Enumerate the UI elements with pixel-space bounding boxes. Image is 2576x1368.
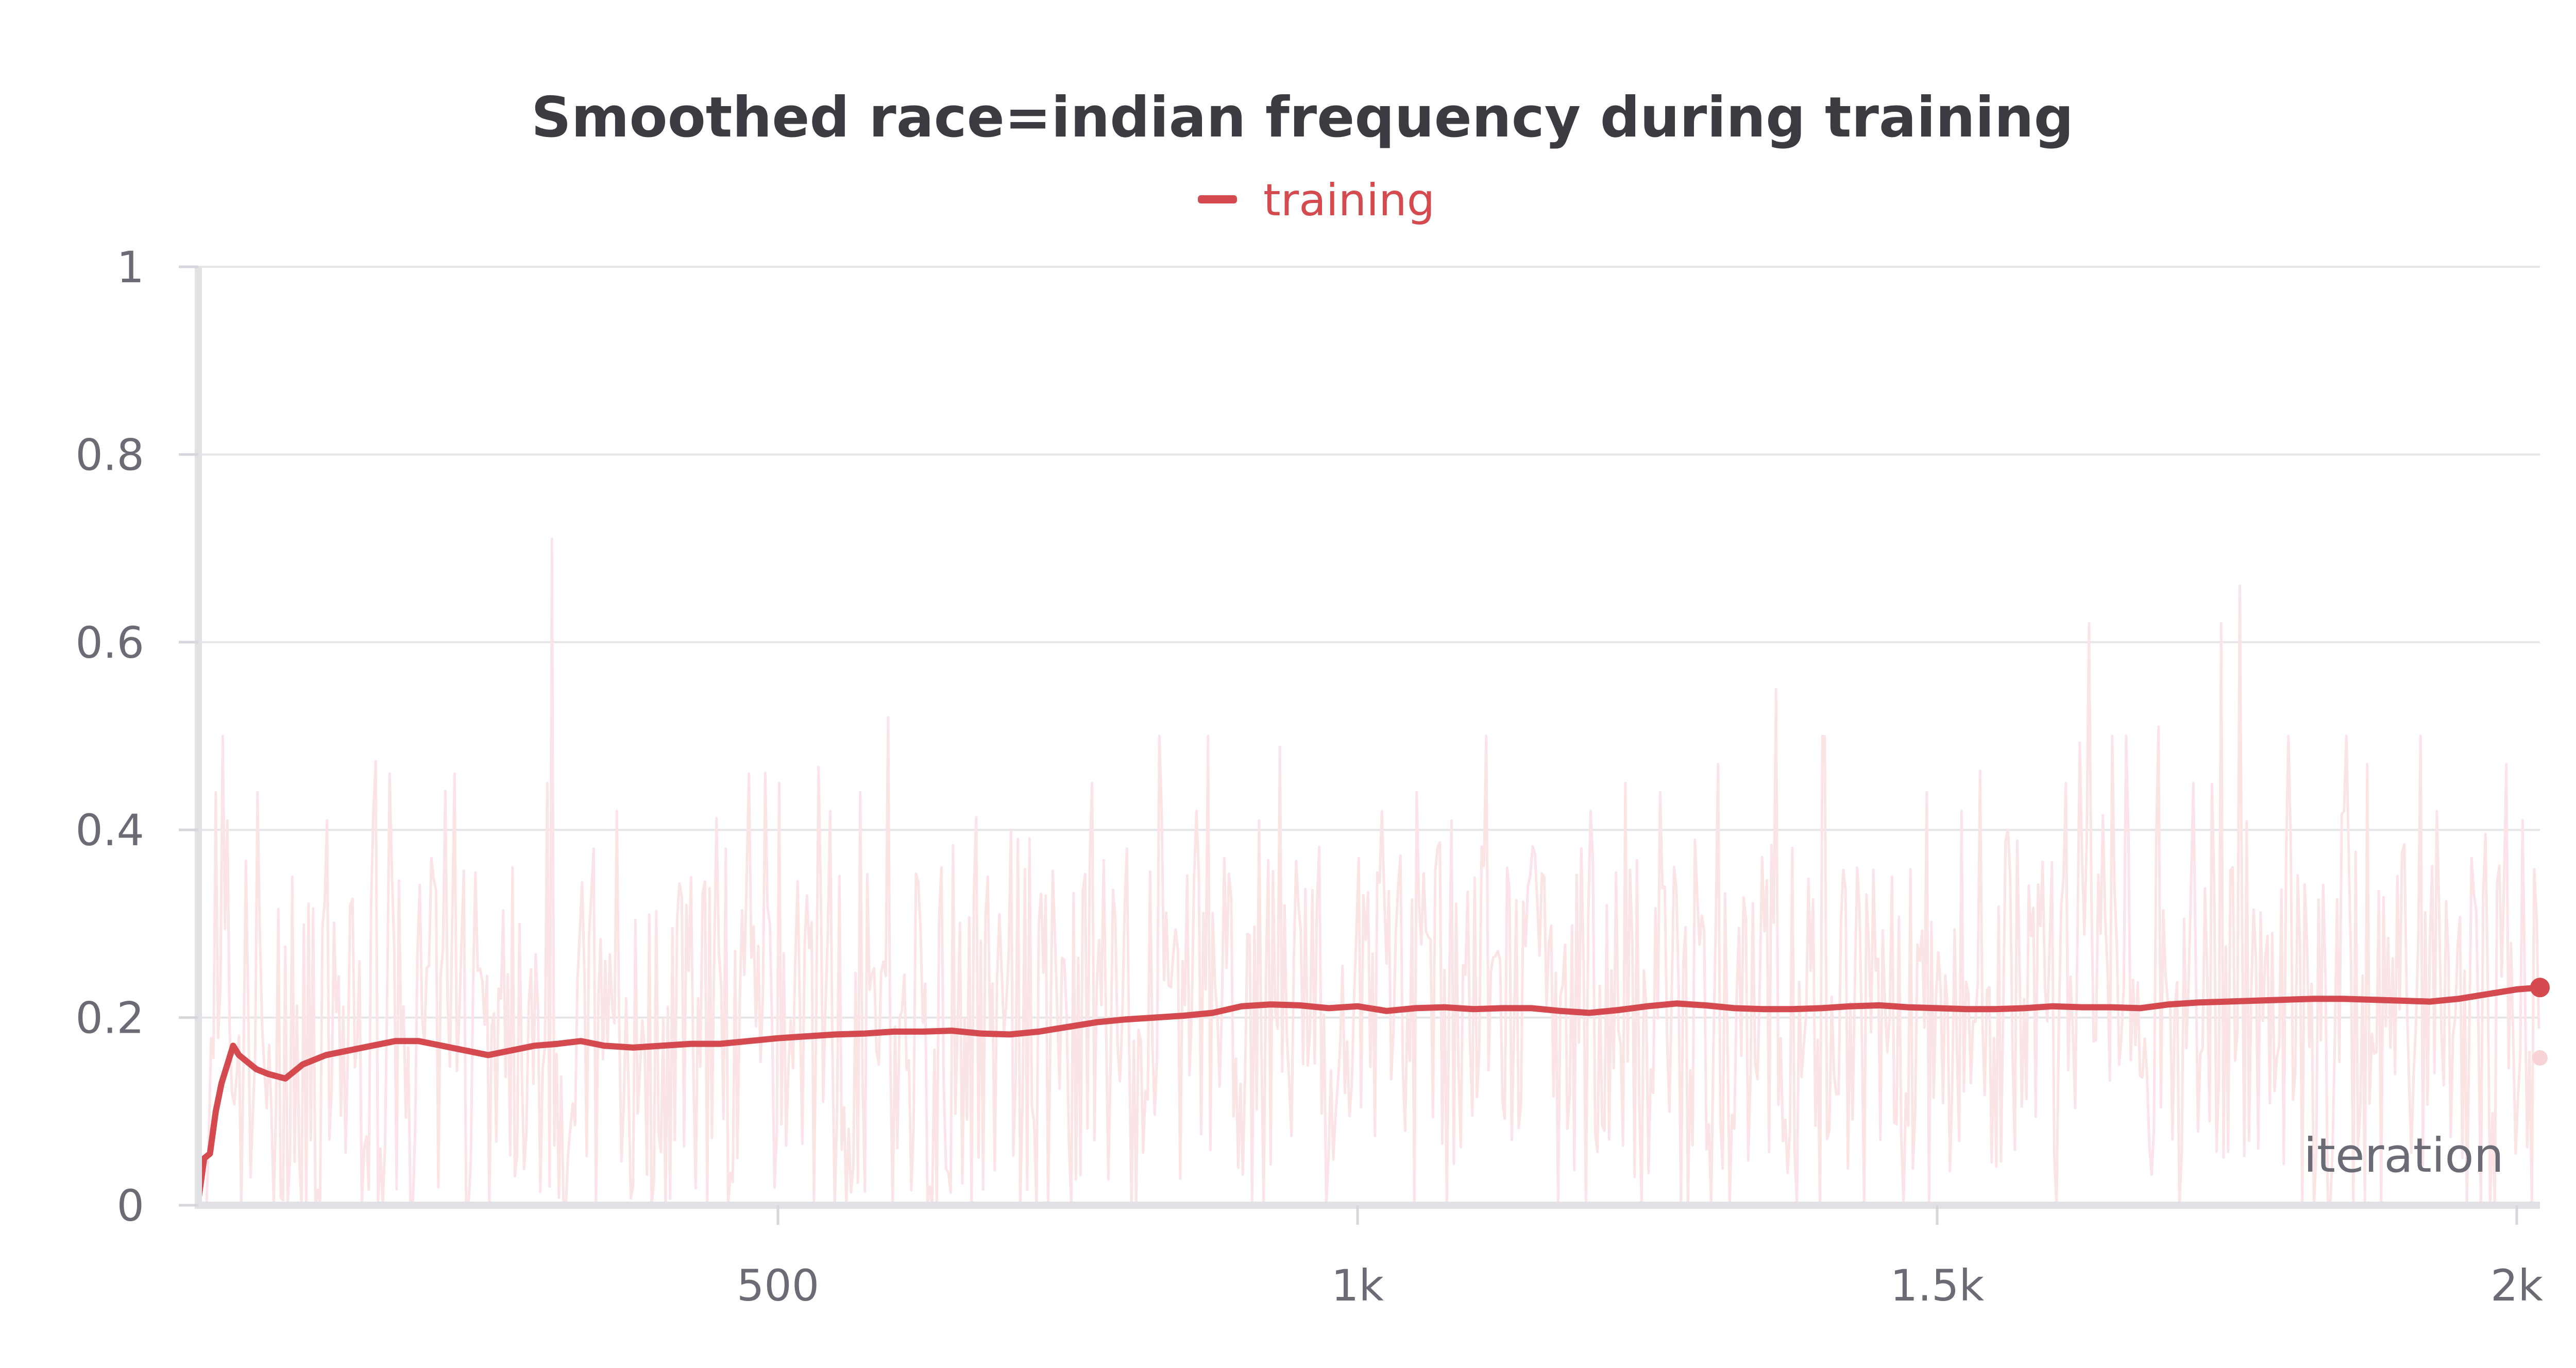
x-axis-ticks: 500 1k 1.5k 2k <box>737 1205 2543 1311</box>
x-tick-label-0: 500 <box>737 1260 819 1311</box>
x-tick-label-3: 2k <box>2490 1260 2543 1311</box>
y-axis-ticks: 0 0.2 0.4 0.6 0.8 1 <box>75 242 198 1231</box>
raw-line <box>201 537 2540 1207</box>
raw-series-training <box>201 537 2548 1207</box>
legend-label-training: training <box>1263 175 1435 226</box>
legend[interactable]: training <box>1198 175 1435 226</box>
raw-endpoint <box>2532 1050 2548 1066</box>
x-tick-label-1: 1k <box>1331 1260 1384 1311</box>
x-axis-label: iteration <box>2303 1128 2504 1183</box>
y-tick-label-0: 0 <box>117 1181 144 1231</box>
chart-title: Smoothed race=indian frequency during tr… <box>531 86 2074 150</box>
smoothed-line[interactable] <box>195 984 2543 1204</box>
legend-swatch-training <box>1198 195 1237 203</box>
y-tick-label-3: 0.6 <box>75 618 144 668</box>
y-tick-label-2: 0.4 <box>75 805 144 856</box>
y-tick-label-4: 0.8 <box>75 430 144 480</box>
y-tick-label-5: 1 <box>117 242 144 293</box>
y-tick-label-1: 0.2 <box>75 993 144 1044</box>
smoothed-series-training[interactable] <box>195 978 2550 1204</box>
smoothed-endpoint[interactable] <box>2530 978 2550 998</box>
axes <box>195 267 2540 1209</box>
gridlines <box>198 266 2540 1019</box>
x-tick-label-2: 1.5k <box>1890 1260 1985 1311</box>
